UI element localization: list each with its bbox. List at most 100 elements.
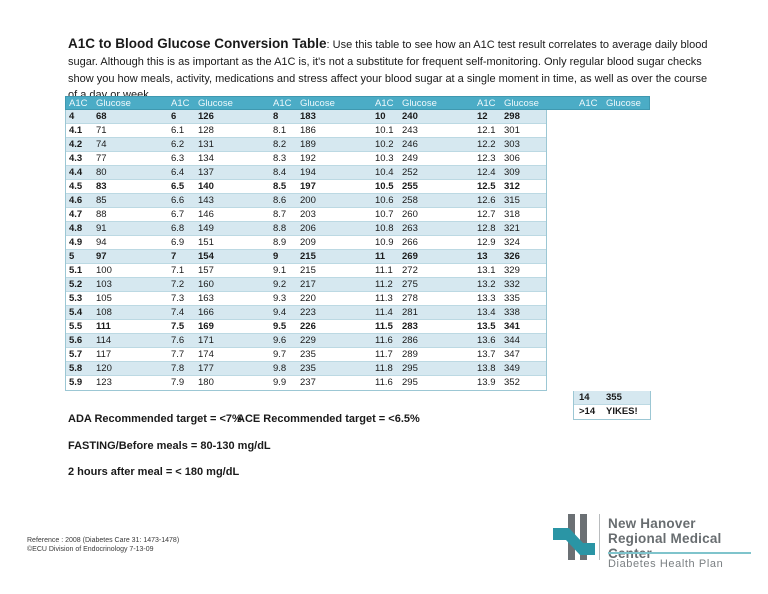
column-header: A1C xyxy=(477,98,496,109)
table-cell: 7.2 xyxy=(171,279,185,290)
table-cell: 332 xyxy=(504,279,520,290)
table-cell: 12.9 xyxy=(477,237,496,248)
conversion-table: A1C Glucose A1C Glucose A1C Glucose A1C Glucose… xyxy=(65,96,651,420)
table-cell: 10.4 xyxy=(375,167,394,178)
column-header: A1C xyxy=(375,98,394,109)
table-row-extension: 14 355 xyxy=(574,391,650,405)
table-cell: 206 xyxy=(300,223,316,234)
table-body: 4 68 6 126 8 183 10 240 12 298 4.1 71 6.1 128 8.1 186 10… xyxy=(65,110,547,391)
table-cell: 11.1 xyxy=(375,265,393,276)
table-cell: 12.2 xyxy=(477,139,496,150)
logo-org-line2: Regional Medical Center xyxy=(608,531,722,561)
table-cell: 126 xyxy=(198,111,214,122)
table-cell: 8.2 xyxy=(273,139,287,150)
table-cell: 6.3 xyxy=(171,153,185,164)
title-suffix: : Use this table to see how an A1C test … xyxy=(68,39,708,69)
table-cell: 9.4 xyxy=(273,307,287,318)
ada-target-note: ADA Recommended target = <7% xyxy=(68,413,242,425)
table-cell: 9.2 xyxy=(273,279,287,290)
table-cell: 352 xyxy=(504,377,520,388)
table-cell: 192 xyxy=(300,153,316,164)
table-cell: 180 xyxy=(198,377,214,388)
table-cell: 6.1 xyxy=(171,125,185,136)
table-cell: 12.1 xyxy=(477,125,496,136)
table-cell: 13.4 xyxy=(477,307,496,318)
table-cell: 5.7 xyxy=(69,349,83,360)
table-extension-column: 14 355 >14 YIKES! xyxy=(573,391,651,420)
logo-teal-rule xyxy=(608,552,751,554)
table-cell: 289 xyxy=(402,349,418,360)
table-cell: 11 xyxy=(375,251,386,262)
table-row: 4.6 85 6.6 143 8.6 200 10.6 258 12.6 315 xyxy=(66,194,546,208)
table-row: 5.5 111 7.5 169 9.5 226 11.5 283 13.5 341 xyxy=(66,320,546,334)
table-cell: 6.6 xyxy=(171,195,185,206)
table-cell: 10.1 xyxy=(375,125,394,136)
column-header: A1C xyxy=(579,98,598,109)
table-cell: 5.3 xyxy=(69,293,83,304)
table-cell: 9.9 xyxy=(273,377,287,388)
table-cell: 186 xyxy=(300,125,316,136)
logo-plan-name: Diabetes Health Plan xyxy=(608,558,724,570)
table-cell: 97 xyxy=(96,251,107,262)
column-header: Glucose xyxy=(402,98,437,109)
logo-org-line1: New Hanover xyxy=(608,516,696,531)
table-cell: 6 xyxy=(171,111,177,122)
table-cell: 10.6 xyxy=(375,195,394,206)
table-cell: 134 xyxy=(198,153,214,164)
logo-org-name: New Hanover Regional Medical Center xyxy=(608,516,753,561)
table-cell: 8.1 xyxy=(273,125,287,136)
table-cell: 10.5 xyxy=(375,181,394,192)
table-cell: 11.2 xyxy=(375,279,393,290)
table-cell: 13.6 xyxy=(477,335,496,346)
table-cell: 6.2 xyxy=(171,139,185,150)
table-cell: 209 xyxy=(300,237,316,248)
table-cell: 283 xyxy=(402,321,418,332)
table-cell: 12.6 xyxy=(477,195,496,206)
column-header: Glucose xyxy=(198,98,233,109)
table-cell: 140 xyxy=(198,181,214,192)
table-cell: 7.4 xyxy=(171,307,185,318)
table-cell: 11.6 xyxy=(375,335,393,346)
table-cell: 80 xyxy=(96,167,107,178)
table-cell: 12.7 xyxy=(477,209,496,220)
table-cell: 8.6 xyxy=(273,195,287,206)
table-cell: 105 xyxy=(96,293,112,304)
table-row: 5.3 105 7.3 163 9.3 220 11.3 278 13.3 335 xyxy=(66,292,546,306)
table-cell: 10.9 xyxy=(375,237,394,248)
table-cell: 11.8 xyxy=(375,363,393,374)
table-cell: 252 xyxy=(402,167,418,178)
table-cell: 235 xyxy=(300,349,316,360)
table-cell: 240 xyxy=(402,111,418,122)
table-cell: 301 xyxy=(504,125,520,136)
table-cell: 6.7 xyxy=(171,209,185,220)
table-cell: 321 xyxy=(504,223,520,234)
table-cell: 189 xyxy=(300,139,316,150)
table-cell: 4.2 xyxy=(69,139,83,150)
nhrmc-cross-icon xyxy=(553,514,595,565)
table-cell: 7.9 xyxy=(171,377,185,388)
column-header: Glucose xyxy=(504,98,539,109)
table-cell: 9.3 xyxy=(273,293,287,304)
table-cell: 12.3 xyxy=(477,153,496,164)
table-cell: 74 xyxy=(96,139,107,150)
table-cell: 10.2 xyxy=(375,139,394,150)
table-cell: 169 xyxy=(198,321,214,332)
table-cell: 10.8 xyxy=(375,223,394,234)
table-row: 5.2 103 7.2 160 9.2 217 11.2 275 13.2 332 xyxy=(66,278,546,292)
table-cell: 8.7 xyxy=(273,209,287,220)
table-cell: 4.6 xyxy=(69,195,83,206)
table-row: 5.6 114 7.6 171 9.6 229 11.6 286 13.6 344 xyxy=(66,334,546,348)
intro-paragraph: A1C to Blood Glucose Conversion Table: U… xyxy=(68,34,718,104)
table-cell: 7.6 xyxy=(171,335,185,346)
table-cell: 4 xyxy=(69,111,75,122)
table-cell: 11.3 xyxy=(375,293,393,304)
table-cell: 9 xyxy=(273,251,279,262)
table-cell: 5.8 xyxy=(69,363,83,374)
table-cell: 217 xyxy=(300,279,316,290)
table-cell: 298 xyxy=(504,111,520,122)
table-cell: 8 xyxy=(273,111,279,122)
table-cell: 108 xyxy=(96,307,112,318)
reference-line2: ©ECU Division of Endocrinology 7-13-09 xyxy=(27,546,154,554)
table-cell: 5.5 xyxy=(69,321,83,332)
table-cell: 203 xyxy=(300,209,316,220)
